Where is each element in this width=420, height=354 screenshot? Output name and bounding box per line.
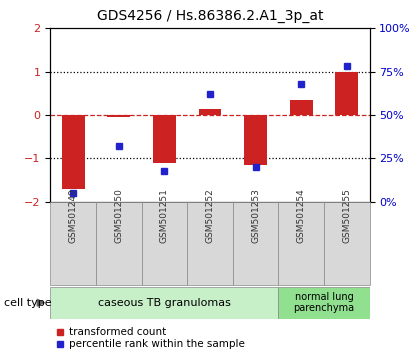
FancyBboxPatch shape (233, 202, 278, 285)
FancyBboxPatch shape (278, 202, 324, 285)
Text: GSM501255: GSM501255 (342, 188, 351, 244)
FancyBboxPatch shape (187, 202, 233, 285)
Bar (336, 72, 358, 115)
Text: cell type: cell type (4, 298, 52, 308)
Text: GDS4256 / Hs.86386.2.A1_3p_at: GDS4256 / Hs.86386.2.A1_3p_at (97, 9, 323, 23)
Bar (62, 115, 84, 189)
Text: caseous TB granulomas: caseous TB granulomas (98, 298, 231, 308)
Text: GSM501254: GSM501254 (297, 189, 306, 244)
Text: GSM501252: GSM501252 (205, 189, 215, 244)
Text: GSM501250: GSM501250 (114, 188, 123, 244)
FancyBboxPatch shape (278, 287, 370, 319)
Text: normal lung
parenchyma: normal lung parenchyma (294, 292, 354, 314)
Text: GSM501251: GSM501251 (160, 188, 169, 244)
Text: GSM501249: GSM501249 (69, 189, 78, 244)
FancyBboxPatch shape (50, 287, 278, 319)
Bar (153, 115, 176, 163)
Bar (290, 100, 312, 115)
FancyBboxPatch shape (50, 202, 96, 285)
Bar (108, 115, 130, 117)
Bar (199, 109, 221, 115)
Text: GSM501253: GSM501253 (251, 188, 260, 244)
Legend: transformed count, percentile rank within the sample: transformed count, percentile rank withi… (55, 327, 245, 349)
FancyBboxPatch shape (324, 202, 370, 285)
Bar (244, 115, 267, 165)
FancyBboxPatch shape (96, 202, 142, 285)
FancyBboxPatch shape (142, 202, 187, 285)
